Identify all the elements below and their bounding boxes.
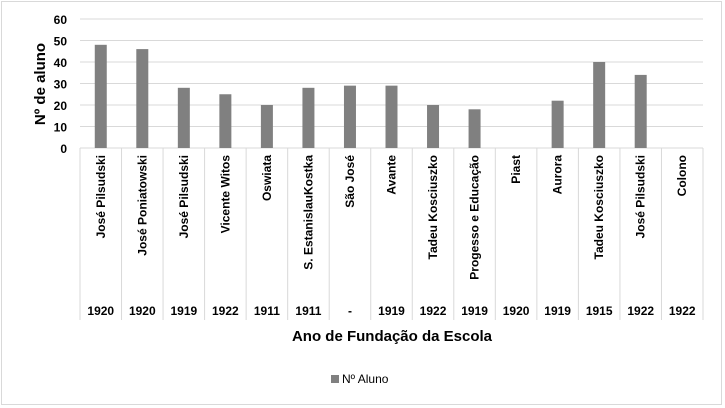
year-label: 1911: [295, 304, 321, 318]
y-axis-title: Nº de aluno: [32, 43, 49, 125]
bar: [385, 85, 398, 148]
year-label: 1919: [461, 304, 488, 318]
year-label: 1922: [669, 304, 696, 318]
bar: [593, 62, 606, 148]
bar: [343, 85, 356, 148]
category-label: Avante: [385, 155, 399, 195]
bar: [634, 74, 647, 148]
bars: [94, 44, 647, 148]
y-tick-label: 50: [54, 35, 68, 49]
bar: [136, 49, 149, 148]
category-label: São José: [343, 155, 357, 208]
legend-label: Nº Aluno: [342, 372, 389, 386]
bar: [427, 105, 440, 148]
category-label: Oswiata: [260, 155, 274, 201]
x-axis-title: Ano de Fundação da Escola: [292, 328, 493, 345]
category-label: José Pilsudski: [94, 155, 108, 238]
category-label: Vicente Witos: [218, 155, 232, 234]
category-label: Tadeu Kosciuszko: [426, 155, 440, 259]
year-label: 1922: [627, 304, 654, 318]
bar: [302, 87, 315, 148]
year-label: 1920: [87, 304, 114, 318]
bar: [219, 94, 232, 148]
category-label: Piast: [509, 155, 523, 184]
year-label: -: [348, 304, 352, 318]
category-labels: José Pilsudski José Poniatowski José Pilsu…: [94, 155, 689, 280]
year-label: 1919: [378, 304, 405, 318]
bar: [94, 44, 107, 148]
category-label: José Pilsudski: [634, 155, 648, 238]
category-label: Aurora: [551, 155, 565, 195]
legend: Nº Aluno: [331, 372, 389, 386]
bar: [468, 109, 481, 148]
year-label: 1915: [586, 304, 613, 318]
y-tick-label: 10: [54, 121, 68, 135]
year-label: 1922: [212, 304, 239, 318]
category-label: José Pilsudski: [177, 155, 191, 238]
category-label: José Poniatowski: [135, 155, 149, 256]
y-tick-labels: 0 10 20 30 40 50 60: [54, 13, 68, 156]
bar: [177, 87, 190, 148]
bar: [260, 105, 273, 148]
year-labels: 1920 1920 1919 1922 1911 1911 - 1919 1922 1919 192…: [87, 304, 695, 318]
category-label: Colono: [675, 155, 689, 196]
y-tick-label: 0: [60, 142, 67, 156]
bar: [551, 100, 564, 148]
y-tick-label: 30: [54, 78, 68, 92]
year-label: 1919: [170, 304, 197, 318]
year-label: 1911: [254, 304, 280, 318]
y-tick-label: 20: [54, 99, 68, 113]
legend-swatch: [331, 375, 339, 383]
category-label: Progesso e Educação: [468, 155, 482, 280]
category-label: S. EstanislauKostka: [301, 155, 315, 270]
year-label: 1920: [503, 304, 530, 318]
year-label: 1922: [420, 304, 447, 318]
category-label: Tadeu Kosciuszko: [592, 155, 606, 259]
year-label: 1919: [544, 304, 571, 318]
y-tick-label: 60: [54, 13, 68, 27]
year-label: 1920: [129, 304, 156, 318]
y-tick-label: 40: [54, 56, 68, 70]
